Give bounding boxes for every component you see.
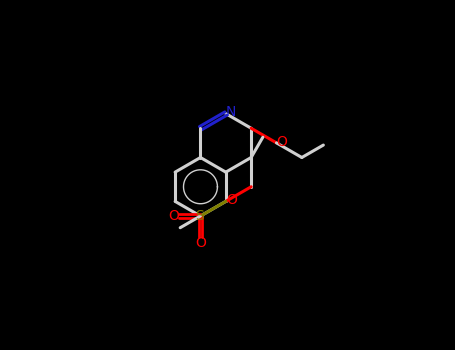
Text: N: N <box>226 105 237 119</box>
Text: O: O <box>195 236 206 250</box>
Text: O: O <box>277 135 287 149</box>
Text: S: S <box>195 209 204 223</box>
Text: O: O <box>226 193 237 207</box>
Text: O: O <box>168 209 179 223</box>
